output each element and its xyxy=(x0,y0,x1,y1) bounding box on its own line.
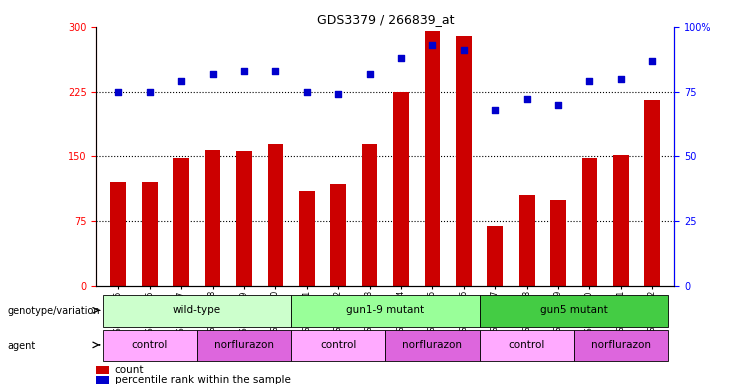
Bar xyxy=(613,155,629,286)
Bar xyxy=(205,149,220,286)
Bar xyxy=(519,195,534,286)
Point xyxy=(332,91,344,98)
Bar xyxy=(173,158,189,286)
Bar xyxy=(425,31,440,286)
Point xyxy=(646,58,658,64)
Bar xyxy=(362,144,377,286)
Bar xyxy=(102,330,197,361)
Point xyxy=(521,96,533,103)
Bar xyxy=(645,100,660,286)
Bar xyxy=(142,182,158,286)
Bar xyxy=(551,200,566,286)
Point xyxy=(364,71,376,77)
Bar xyxy=(456,36,472,286)
Bar xyxy=(102,296,291,326)
Bar xyxy=(488,226,503,286)
Title: GDS3379 / 266839_at: GDS3379 / 266839_at xyxy=(316,13,454,26)
Point xyxy=(458,47,470,53)
Point xyxy=(301,89,313,95)
Point xyxy=(175,78,187,84)
Bar xyxy=(479,330,574,361)
Bar xyxy=(110,182,126,286)
Point xyxy=(584,78,596,84)
Bar xyxy=(236,151,252,286)
Point xyxy=(270,68,282,74)
Text: norflurazon: norflurazon xyxy=(591,340,651,350)
Text: wild-type: wild-type xyxy=(173,305,221,315)
Bar xyxy=(96,366,109,374)
Point xyxy=(238,68,250,74)
Text: control: control xyxy=(508,340,545,350)
Bar xyxy=(582,158,597,286)
Point xyxy=(207,71,219,77)
Bar xyxy=(291,296,479,326)
Text: count: count xyxy=(115,365,144,375)
Point xyxy=(489,107,501,113)
Point xyxy=(427,42,439,48)
Bar xyxy=(96,376,109,384)
Point xyxy=(615,76,627,82)
Text: control: control xyxy=(320,340,356,350)
Point xyxy=(144,89,156,95)
Bar xyxy=(574,330,668,361)
Text: norflurazon: norflurazon xyxy=(402,340,462,350)
Point xyxy=(395,55,407,61)
Bar xyxy=(479,296,668,326)
Text: genotype/variation: genotype/variation xyxy=(7,306,100,316)
Bar xyxy=(291,330,385,361)
Bar xyxy=(299,191,315,286)
Bar xyxy=(268,144,283,286)
Text: agent: agent xyxy=(7,341,36,351)
Bar xyxy=(330,184,346,286)
Bar xyxy=(385,330,479,361)
Text: norflurazon: norflurazon xyxy=(214,340,274,350)
Bar xyxy=(393,92,409,286)
Point xyxy=(113,89,124,95)
Text: control: control xyxy=(132,340,168,350)
Text: gun1-9 mutant: gun1-9 mutant xyxy=(346,305,425,315)
Text: gun5 mutant: gun5 mutant xyxy=(540,305,608,315)
Text: percentile rank within the sample: percentile rank within the sample xyxy=(115,375,290,384)
Bar xyxy=(197,330,291,361)
Point xyxy=(552,101,564,108)
